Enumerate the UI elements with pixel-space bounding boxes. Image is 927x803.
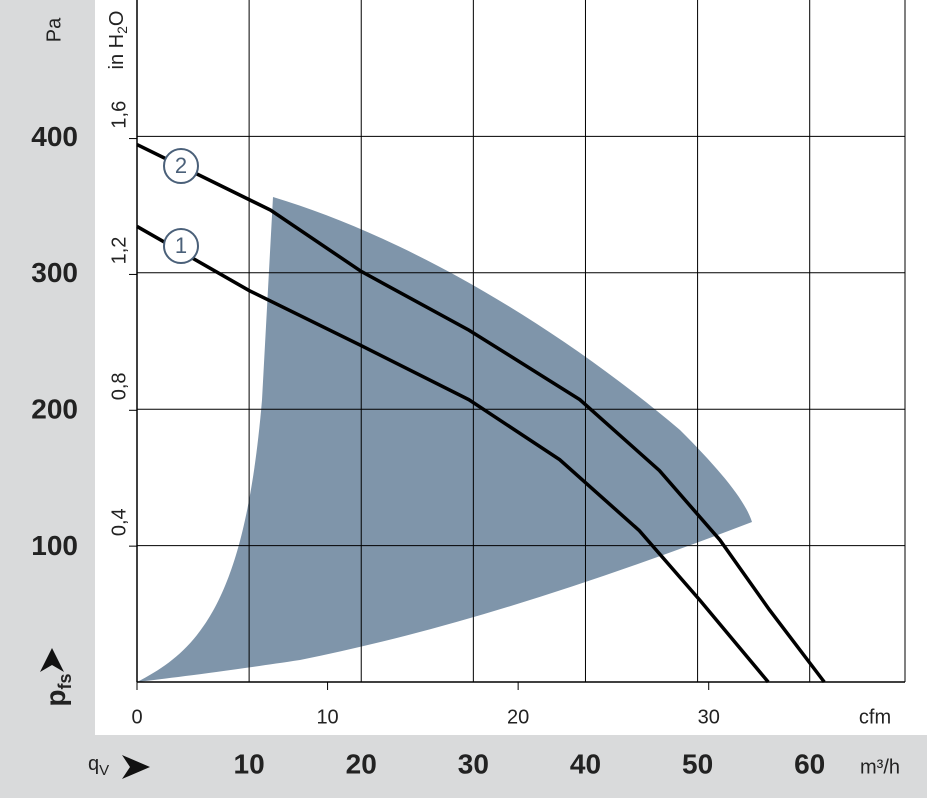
x2-tick-label: 10	[316, 706, 338, 728]
y-label: Pa	[43, 17, 65, 42]
y2-label-a: in H	[106, 34, 128, 70]
y2-label-sub: 2	[114, 26, 130, 34]
y2-tick-label: 0,8	[108, 372, 130, 400]
series-line	[136, 224, 770, 684]
x2-tick-label: 30	[698, 706, 720, 728]
x-symbol-main: q	[88, 753, 99, 775]
x2-label: cfm	[859, 706, 891, 728]
x-tick-label: 50	[682, 748, 713, 779]
y2-label-b: O	[106, 11, 128, 27]
y-arrow	[40, 648, 64, 672]
series-marker	[163, 228, 199, 264]
y-tick-label: 400	[31, 121, 78, 152]
y-symbol-sub: fs	[55, 673, 75, 689]
operating-range	[137, 197, 752, 682]
x-tick-label: 30	[458, 748, 489, 779]
x-tick-label: 10	[234, 748, 265, 779]
y-tick-label: 200	[31, 394, 78, 425]
x2-tick-label: 0	[131, 706, 142, 728]
x-label: m³/h	[860, 756, 900, 778]
y2-tick-label: 1,2	[108, 237, 130, 265]
x-tick-label: 20	[346, 748, 377, 779]
y2-tick-label: 0,4	[108, 508, 130, 536]
series-line	[136, 143, 826, 684]
y-symbol-main: p	[40, 689, 71, 706]
y-symbol: pfs	[40, 673, 74, 706]
x-arrow	[122, 755, 150, 779]
x-symbol-sub: V	[99, 762, 109, 779]
series-label: 1	[175, 233, 187, 258]
x-tick-label: 40	[570, 748, 601, 779]
series-label: 2	[175, 153, 187, 178]
x-tick-label: 60	[794, 748, 825, 779]
y-tick-label: 300	[31, 257, 78, 288]
y2-label: in H2O	[106, 11, 129, 70]
x2-tick-label: 20	[507, 706, 529, 728]
x-symbol: qV	[88, 753, 109, 779]
y2-tick-label: 1,6	[108, 101, 130, 129]
y-tick-label: 100	[31, 530, 78, 561]
series-marker	[163, 148, 199, 184]
